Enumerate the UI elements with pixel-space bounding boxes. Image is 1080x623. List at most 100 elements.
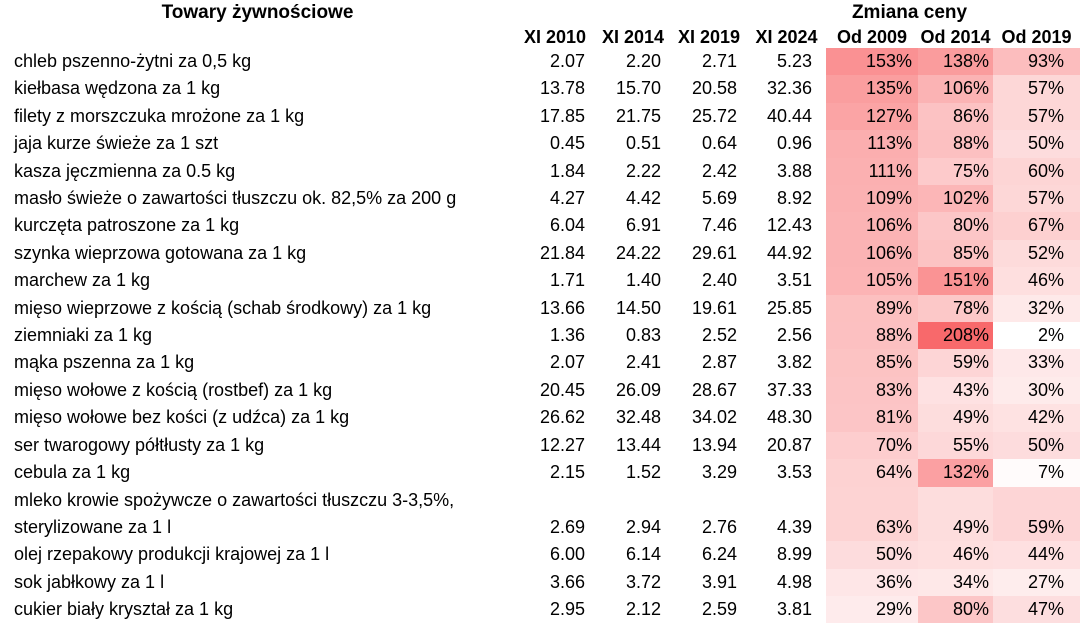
price-cell: 6.00 [549, 544, 585, 565]
price-cell: 15.70 [615, 78, 661, 99]
table-title: Towary żywnościowe [161, 2, 354, 23]
table-row: ziemniaki za 1 kg 1.36 0.83 2.52 2.56 88… [0, 322, 1080, 350]
table-row: ser twarogowy półtłusty za 1 kg 12.27 13… [0, 431, 1080, 460]
price-cell: 24.22 [615, 242, 661, 263]
change-group-header: Zmiana ceny [851, 2, 968, 23]
table-row: cukier biały kryształ za 1 kg 2.95 2.12 … [0, 596, 1080, 623]
change-cell: 55% [918, 431, 993, 460]
price-cell: 37.33 [766, 379, 812, 400]
price-cell: 1.71 [549, 270, 585, 291]
price-cell: 2.20 [625, 51, 661, 71]
price-cell: 1.52 [625, 462, 661, 483]
price-cell: 5.69 [701, 188, 737, 209]
price-cell: 26.62 [539, 407, 585, 428]
price-cell: 2.71 [701, 51, 737, 71]
price-cell: 2.52 [701, 325, 737, 346]
price-cell: 4.42 [625, 188, 661, 209]
change-cell: 43% [918, 376, 993, 405]
header-row: XI 2010 XI 2014 XI 2019 XI 2024 Od 2009 … [0, 26, 1080, 48]
price-cell: 2.40 [701, 270, 737, 291]
table-row: mięso wieprzowe z kością (schab środkowy… [0, 294, 1080, 323]
column-header-xi-2010: XI 2010 [523, 27, 587, 47]
change-cell: 7% [993, 459, 1080, 487]
table-row: sok jabłkowy za 1 l 3.66 3.72 3.91 4.98 … [0, 568, 1080, 597]
change-cell: 109% [826, 185, 918, 213]
price-cell: 2.69 [549, 516, 585, 537]
change-cell: 80% [918, 596, 993, 623]
change-cell: 29% [826, 596, 918, 623]
change-cell: 52% [993, 239, 1080, 268]
change-cell: 113% [826, 130, 918, 158]
product-label: masło świeże o zawartości tłuszczu ok. 8… [14, 188, 457, 209]
price-cell: 19.61 [691, 297, 737, 318]
price-cell: 6.04 [549, 215, 585, 236]
price-cell: 13.44 [615, 434, 661, 455]
price-cell: 3.66 [549, 571, 585, 592]
price-cell: 1.40 [625, 270, 661, 291]
change-cell: 46% [918, 541, 993, 569]
price-cell: 14.50 [615, 297, 661, 318]
product-label: cebula za 1 kg [14, 462, 131, 483]
price-cell: 3.88 [776, 160, 812, 181]
change-cell: 81% [826, 404, 918, 432]
change-cell: 102% [918, 185, 993, 213]
change-cell: 59% [993, 486, 1080, 542]
price-cell: 2.76 [701, 516, 737, 537]
price-cell: 34.02 [691, 407, 737, 428]
product-label: mleko krowie spożywcze o zawartości tłus… [14, 489, 455, 537]
change-cell: 106% [826, 239, 918, 268]
price-cell: 29.61 [691, 242, 737, 263]
price-cell: 2.07 [549, 352, 585, 373]
table-row: jaja kurze świeże za 1 szt 0.45 0.51 0.6… [0, 130, 1080, 158]
change-cell: 88% [918, 130, 993, 158]
change-cell: 138% [918, 48, 993, 76]
price-cell: 2.15 [549, 462, 585, 483]
table-row: chleb pszenno-żytni za 0,5 kg 2.07 2.20 … [0, 48, 1080, 76]
change-cell: 33% [993, 349, 1080, 377]
price-cell: 4.27 [549, 188, 585, 209]
price-cell: 3.72 [625, 571, 661, 592]
change-cell: 151% [918, 267, 993, 295]
change-cell: 2% [993, 322, 1080, 350]
product-label: mąka pszenna za 1 kg [14, 352, 195, 373]
price-cell: 3.82 [776, 352, 812, 373]
change-cell: 135% [826, 75, 918, 103]
price-cell: 44.92 [766, 242, 812, 263]
change-cell: 89% [826, 294, 918, 323]
price-cell: 0.83 [625, 325, 661, 346]
change-cell: 46% [993, 267, 1080, 295]
product-label: szynka wieprzowa gotowana za 1 kg [14, 242, 307, 263]
product-label: ziemniaki za 1 kg [14, 325, 153, 346]
change-cell: 78% [918, 294, 993, 323]
price-cell: 0.51 [625, 133, 661, 154]
change-cell: 88% [826, 322, 918, 350]
price-cell: 8.92 [776, 188, 812, 209]
table-row: mięso wołowe z kością (rostbef) za 1 kg … [0, 376, 1080, 405]
price-cell: 3.81 [776, 599, 812, 620]
product-label: mięso wieprzowe z kością (schab środkowy… [14, 297, 432, 318]
price-cell: 3.29 [701, 462, 737, 483]
change-cell: 106% [918, 75, 993, 103]
price-cell: 2.07 [549, 51, 585, 71]
product-label: filety z morszczuka mrożone za 1 kg [14, 105, 305, 126]
price-cell: 13.94 [691, 434, 737, 455]
price-cell: 3.91 [701, 571, 737, 592]
price-cell: 2.87 [701, 352, 737, 373]
change-cell: 49% [918, 404, 993, 432]
change-cell: 105% [826, 267, 918, 295]
product-label: olej rzepakowy produkcji krajowej za 1 l [14, 544, 330, 565]
change-cell: 36% [826, 568, 918, 597]
price-cell: 26.09 [615, 379, 661, 400]
change-cell: 47% [993, 596, 1080, 623]
price-cell: 32.36 [766, 78, 812, 99]
change-cell: 30% [993, 376, 1080, 405]
change-cell: 67% [993, 212, 1080, 240]
product-label: ser twarogowy półtłusty za 1 kg [14, 434, 265, 455]
price-cell: 20.87 [766, 434, 812, 455]
table-row: marchew za 1 kg 1.71 1.40 2.40 3.51 105%… [0, 267, 1080, 295]
price-cell: 5.23 [776, 51, 812, 71]
price-cell: 7.46 [701, 215, 737, 236]
price-cell: 2.94 [625, 516, 661, 537]
price-cell: 6.91 [625, 215, 661, 236]
change-cell: 60% [993, 157, 1080, 186]
